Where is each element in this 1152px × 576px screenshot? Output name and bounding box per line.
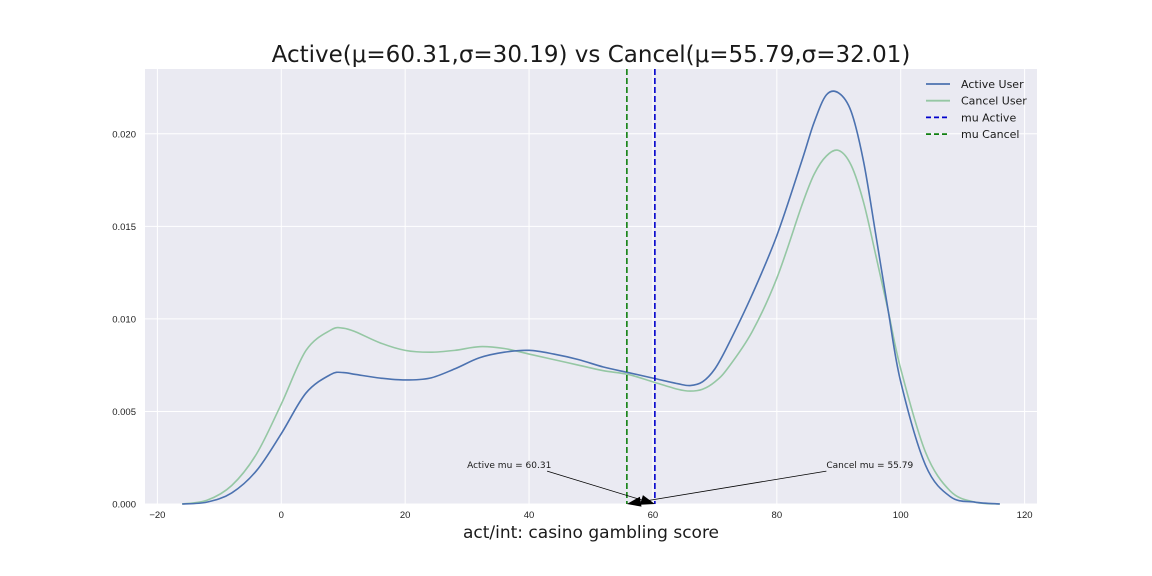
series-lines	[182, 90, 1000, 505]
annotation-label: Active mu = 60.31	[467, 461, 551, 471]
y-tick-label: 0.015	[112, 222, 136, 233]
active-user-kde-line	[182, 90, 1000, 505]
x-tick-label: 0	[279, 510, 284, 521]
y-tick-label: 0.000	[112, 500, 136, 511]
x-tick-label: 20	[400, 510, 411, 521]
chart-title: Active(μ=60.31,σ=30.19) vs Cancel(μ=55.7…	[272, 42, 911, 68]
annotation-arrow-line	[546, 470, 642, 501]
y-tick-label: 0.020	[112, 129, 136, 140]
x-tick-label: 120	[1017, 510, 1033, 521]
annotation-arrow-line	[640, 470, 827, 503]
annotations: Active mu = 60.31 Cancel mu = 55.79	[467, 461, 914, 507]
x-tick-label: 80	[772, 510, 783, 521]
plot-area	[145, 69, 1037, 504]
tick-labels: −20 0 20 40 60 80 100 120 0.000 0.005 0.010 0.015 0.…	[112, 129, 1032, 521]
legend-label-mu-cancel: mu Cancel	[961, 128, 1019, 141]
mean-lines	[626, 69, 656, 504]
x-tick-label: 40	[524, 510, 535, 521]
annotation-arrow-head	[626, 496, 642, 507]
x-tick-label: 100	[893, 510, 909, 521]
x-tick-label: 60	[648, 510, 659, 521]
legend-label-active-user: Active User	[961, 78, 1024, 91]
cancel-user-kde-line	[182, 149, 1000, 505]
grid-lines	[145, 69, 1037, 505]
annotation-label: Cancel mu = 55.79	[826, 461, 913, 471]
legend-label-cancel-user: Cancel User	[961, 95, 1027, 108]
x-tick-label: −20	[149, 510, 165, 521]
y-tick-label: 0.005	[112, 407, 136, 418]
legend: Active User Cancel User mu Active mu Cancel	[926, 78, 1027, 141]
x-axis-label: act/int: casino gambling score	[463, 523, 719, 543]
y-tick-label: 0.010	[112, 314, 136, 325]
annotation-arrow-head	[640, 495, 655, 505]
legend-label-mu-active: mu Active	[961, 111, 1016, 124]
